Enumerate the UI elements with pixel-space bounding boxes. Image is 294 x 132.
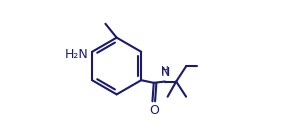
Text: N: N (160, 66, 170, 79)
Text: O: O (149, 104, 159, 117)
Text: H: H (161, 67, 169, 76)
Text: H₂N: H₂N (65, 48, 89, 61)
